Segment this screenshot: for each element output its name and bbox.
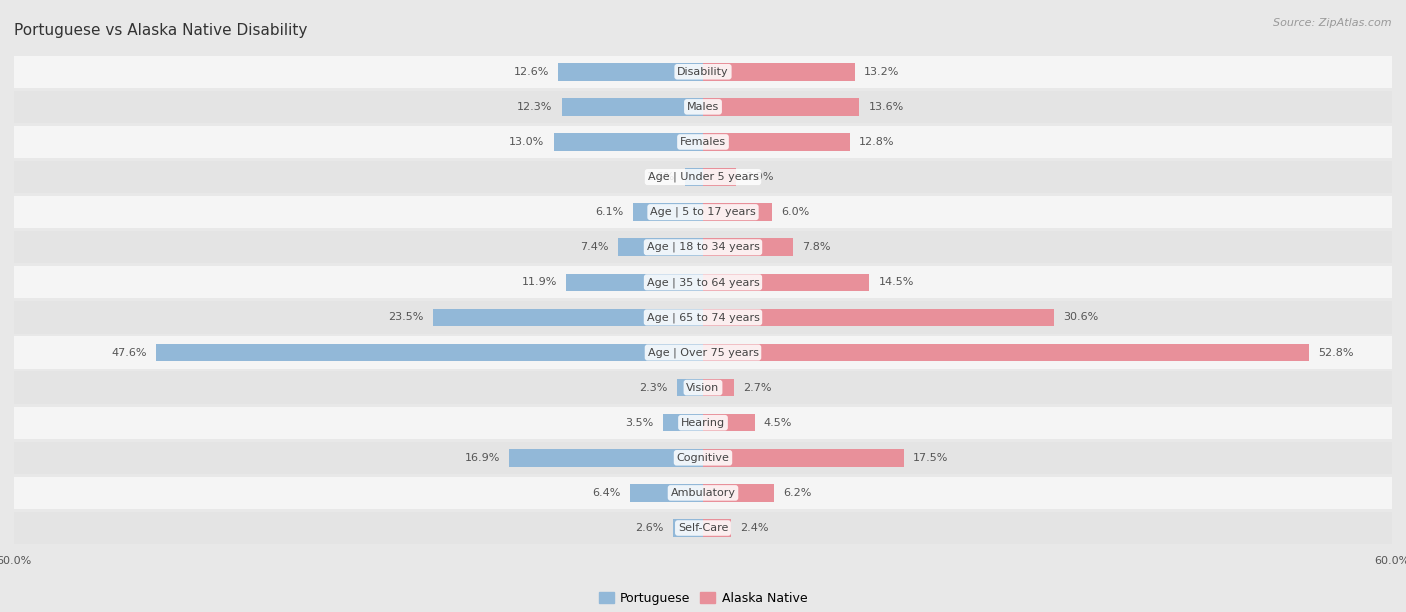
Bar: [703, 344, 1309, 361]
Text: Age | Over 75 years: Age | Over 75 years: [648, 347, 758, 358]
Text: Age | 18 to 34 years: Age | 18 to 34 years: [647, 242, 759, 253]
Bar: [673, 519, 703, 537]
Text: Age | 65 to 74 years: Age | 65 to 74 years: [647, 312, 759, 323]
Bar: [433, 308, 703, 326]
Bar: [14, 266, 1392, 299]
Bar: [562, 98, 703, 116]
Text: Source: ZipAtlas.com: Source: ZipAtlas.com: [1274, 18, 1392, 28]
Bar: [14, 301, 1392, 334]
Bar: [619, 239, 703, 256]
Bar: [703, 168, 737, 186]
Bar: [703, 414, 755, 431]
Text: 2.7%: 2.7%: [744, 382, 772, 393]
Text: 23.5%: 23.5%: [388, 313, 425, 323]
Bar: [14, 512, 1392, 544]
Text: 11.9%: 11.9%: [522, 277, 557, 287]
Bar: [703, 449, 904, 466]
Bar: [14, 231, 1392, 263]
Text: 16.9%: 16.9%: [464, 453, 499, 463]
Bar: [703, 484, 775, 502]
Text: 2.6%: 2.6%: [636, 523, 664, 533]
Bar: [14, 406, 1392, 439]
Text: 3.5%: 3.5%: [626, 418, 654, 428]
Text: 13.6%: 13.6%: [869, 102, 904, 112]
Text: 2.9%: 2.9%: [745, 172, 773, 182]
Legend: Portuguese, Alaska Native: Portuguese, Alaska Native: [593, 587, 813, 610]
Bar: [633, 203, 703, 221]
Bar: [703, 519, 731, 537]
Bar: [14, 196, 1392, 228]
Text: 30.6%: 30.6%: [1063, 313, 1099, 323]
Bar: [703, 308, 1054, 326]
Bar: [14, 371, 1392, 404]
Bar: [14, 477, 1392, 509]
Bar: [14, 91, 1392, 123]
Text: 6.2%: 6.2%: [783, 488, 811, 498]
Bar: [703, 203, 772, 221]
Bar: [14, 161, 1392, 193]
Bar: [14, 56, 1392, 88]
Text: Males: Males: [688, 102, 718, 112]
Bar: [703, 98, 859, 116]
Text: 12.8%: 12.8%: [859, 137, 894, 147]
Text: Hearing: Hearing: [681, 418, 725, 428]
Text: 2.4%: 2.4%: [740, 523, 768, 533]
Text: 7.4%: 7.4%: [581, 242, 609, 252]
Text: 4.5%: 4.5%: [763, 418, 792, 428]
Bar: [509, 449, 703, 466]
Text: 13.2%: 13.2%: [863, 67, 898, 76]
Bar: [14, 337, 1392, 368]
Bar: [156, 344, 703, 361]
Text: Cognitive: Cognitive: [676, 453, 730, 463]
Bar: [14, 442, 1392, 474]
Bar: [703, 239, 793, 256]
Bar: [676, 379, 703, 397]
Text: 47.6%: 47.6%: [111, 348, 148, 357]
Text: 7.8%: 7.8%: [801, 242, 831, 252]
Text: 13.0%: 13.0%: [509, 137, 544, 147]
Bar: [703, 63, 855, 81]
Text: 52.8%: 52.8%: [1319, 348, 1354, 357]
Text: 6.4%: 6.4%: [592, 488, 620, 498]
Text: 12.6%: 12.6%: [513, 67, 550, 76]
Bar: [685, 168, 703, 186]
Bar: [554, 133, 703, 151]
Bar: [703, 379, 734, 397]
Bar: [14, 126, 1392, 158]
Text: Age | Under 5 years: Age | Under 5 years: [648, 172, 758, 182]
Text: 2.3%: 2.3%: [640, 382, 668, 393]
Text: Age | 5 to 17 years: Age | 5 to 17 years: [650, 207, 756, 217]
Text: Ambulatory: Ambulatory: [671, 488, 735, 498]
Text: Disability: Disability: [678, 67, 728, 76]
Bar: [703, 274, 869, 291]
Bar: [662, 414, 703, 431]
Text: 6.0%: 6.0%: [782, 207, 810, 217]
Text: Age | 35 to 64 years: Age | 35 to 64 years: [647, 277, 759, 288]
Bar: [703, 133, 851, 151]
Text: Vision: Vision: [686, 382, 720, 393]
Text: Females: Females: [681, 137, 725, 147]
Bar: [567, 274, 703, 291]
Text: Self-Care: Self-Care: [678, 523, 728, 533]
Text: 1.6%: 1.6%: [647, 172, 675, 182]
Bar: [558, 63, 703, 81]
Text: 17.5%: 17.5%: [912, 453, 949, 463]
Text: 6.1%: 6.1%: [596, 207, 624, 217]
Bar: [630, 484, 703, 502]
Text: 14.5%: 14.5%: [879, 277, 914, 287]
Text: 12.3%: 12.3%: [517, 102, 553, 112]
Text: Portuguese vs Alaska Native Disability: Portuguese vs Alaska Native Disability: [14, 23, 308, 38]
